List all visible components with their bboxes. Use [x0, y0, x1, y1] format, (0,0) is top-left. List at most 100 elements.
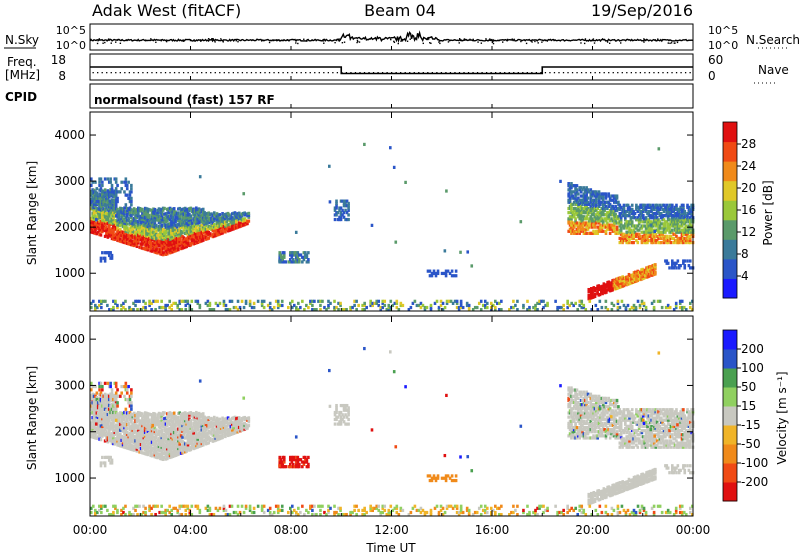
- velocity-cell: [131, 422, 135, 427]
- power-cell: [630, 305, 634, 310]
- power-cell: [163, 237, 166, 241]
- power-cell: [669, 214, 673, 218]
- power-cell: [630, 211, 634, 216]
- power-cell: [124, 227, 128, 231]
- power-cell: [197, 230, 201, 234]
- velocity-cell: [154, 418, 158, 422]
- velocity-cell: [106, 436, 110, 440]
- power-cell: [99, 221, 103, 226]
- power-cell: [658, 214, 662, 218]
- power-cell: [572, 206, 576, 211]
- power-cell: [114, 191, 118, 196]
- velocity-cell: [130, 412, 133, 416]
- power-cell: [379, 305, 383, 310]
- power-cell: [214, 230, 217, 234]
- power-cell: [218, 301, 222, 305]
- noise-search-dot: [676, 41, 679, 44]
- power-cell: [579, 200, 583, 204]
- power-cell: [224, 303, 228, 308]
- noise-search-dot: [465, 39, 468, 41]
- velocity-cell: [96, 401, 100, 405]
- velocity-cell: [128, 447, 132, 451]
- velocity-cell: [161, 416, 165, 421]
- velocity-cell: [161, 411, 165, 415]
- velocity-cell: [166, 443, 169, 447]
- power-cell: [568, 188, 572, 192]
- power-cell: [672, 209, 675, 214]
- nave-dot: [300, 72, 302, 74]
- power-cell: [215, 219, 219, 224]
- velocity-cell: [116, 441, 119, 445]
- power-cell: [599, 223, 602, 227]
- power-cell: [600, 305, 604, 310]
- power-cell: [94, 193, 97, 197]
- power-cell: [208, 303, 212, 308]
- velocity-cell: [106, 397, 110, 401]
- velocity-cell: [148, 435, 151, 440]
- power-cell: [276, 301, 280, 305]
- power-cell: [603, 200, 606, 204]
- power-cell: [665, 238, 669, 243]
- power-cell: [600, 192, 604, 196]
- power-cell: [120, 209, 124, 213]
- power-cell: [157, 220, 161, 225]
- power-cell: [428, 274, 432, 278]
- velocity-cell: [120, 413, 124, 417]
- power-cell: [243, 223, 246, 227]
- power-cell: [629, 207, 633, 212]
- velocity-cell: [161, 424, 165, 428]
- power-cell: [636, 278, 640, 283]
- power-cell: [127, 196, 130, 200]
- power-cell: [349, 308, 352, 312]
- power-cell: [270, 308, 274, 312]
- power-cell: [168, 305, 171, 310]
- power-cell: [243, 213, 246, 217]
- power-cell: [353, 299, 356, 303]
- velocity-cell: [124, 432, 128, 436]
- power-cell: [673, 211, 677, 216]
- power-cell: [319, 308, 322, 312]
- power-cell: [128, 238, 132, 242]
- velocity-cell: [103, 439, 107, 443]
- power-cell: [532, 305, 535, 310]
- power-cell: [335, 213, 338, 217]
- power-cell: [109, 199, 112, 203]
- power-cell: [143, 224, 147, 228]
- velocity-cell: [167, 436, 170, 441]
- power-cell: [690, 214, 693, 218]
- power-cell: [138, 206, 141, 211]
- velocity-cell: [167, 429, 170, 433]
- power-cell: [610, 225, 613, 229]
- velocity-cell: [141, 416, 144, 420]
- power-cell: [655, 211, 659, 216]
- power-cell: [295, 308, 298, 312]
- power-cell: [101, 202, 104, 207]
- power-cell: [281, 260, 285, 264]
- power-cell: [574, 211, 577, 215]
- velocity-cell: [157, 425, 161, 429]
- power-cell: [479, 308, 483, 312]
- power-cell: [149, 229, 153, 234]
- velocity-cell: [167, 435, 170, 439]
- velocity-cell: [90, 407, 93, 411]
- power-cell: [192, 242, 195, 246]
- velocity-cell: [114, 423, 118, 427]
- velocity-cell: [153, 449, 157, 453]
- power-cell: [621, 234, 624, 238]
- power-cell: [132, 232, 136, 236]
- velocity-cell: [130, 447, 133, 451]
- power-cell: [92, 217, 96, 221]
- power-cell: [445, 301, 449, 305]
- power-cell: [626, 240, 630, 245]
- velocity-cell: [150, 430, 154, 435]
- velocity-cell: [161, 455, 165, 460]
- power-cell: [101, 220, 104, 224]
- power-cell: [363, 142, 366, 147]
- power-cell: [345, 217, 349, 222]
- velocity-cell: [146, 451, 150, 455]
- power-cell: [157, 249, 161, 254]
- power-cell: [167, 234, 170, 238]
- velocity-cell: [103, 464, 107, 468]
- power-cell: [206, 227, 209, 231]
- velocity-cell: [119, 438, 122, 442]
